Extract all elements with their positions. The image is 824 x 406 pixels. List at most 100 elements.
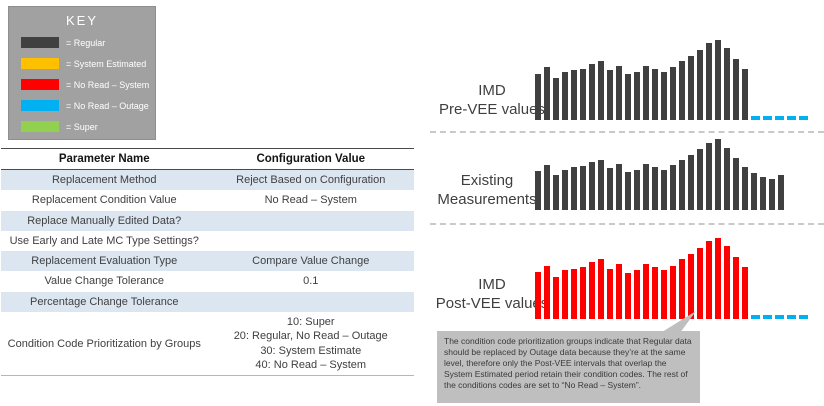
configuration-value-cell: 0.1 — [303, 275, 319, 288]
bar — [733, 257, 739, 319]
bar — [778, 174, 784, 210]
legend-item: = No Read – Outage — [21, 95, 155, 116]
bar — [670, 265, 676, 319]
table-row: Replacement Condition Value No Read – Sy… — [1, 190, 414, 210]
bar — [544, 265, 550, 319]
callout-text: The condition code prioritization groups… — [444, 336, 692, 391]
bar — [598, 60, 604, 120]
table-row: Replacement Method Reject Based on Confi… — [1, 169, 414, 191]
bar — [616, 163, 622, 210]
bar — [634, 270, 640, 319]
bar — [697, 148, 703, 210]
bar — [589, 262, 595, 319]
bar — [580, 68, 586, 120]
bar — [688, 154, 694, 210]
bar — [535, 272, 541, 319]
outage-dash — [763, 315, 772, 319]
bar — [607, 168, 613, 210]
no-read-system-swatch — [21, 79, 59, 90]
bar — [706, 43, 712, 120]
bar — [625, 272, 631, 319]
bar — [724, 48, 730, 120]
legend-item: = No Read – System — [21, 74, 155, 95]
configuration-value-cell — [208, 231, 415, 251]
configuration-value-cell: Reject Based on Configuration — [236, 174, 386, 186]
parameter-name-cell: Replacement Evaluation Type — [31, 255, 178, 268]
bar — [733, 59, 739, 120]
bar — [661, 169, 667, 210]
parameter-name-cell: Replacement Method — [51, 174, 157, 186]
parameter-table: Parameter Name Configuration Value Repla… — [1, 148, 415, 377]
bar — [733, 158, 739, 210]
table-row: Value Change Tolerance 0.1 — [1, 271, 414, 291]
bar — [544, 165, 550, 210]
bar — [679, 159, 685, 210]
bar — [751, 173, 757, 210]
bar — [715, 139, 721, 210]
outage-dash — [787, 315, 796, 319]
system-estimated-swatch — [21, 58, 59, 69]
legend-item-label: = Regular — [66, 37, 106, 48]
column-header-configuration-value: Configuration Value — [207, 148, 414, 170]
regular-swatch — [21, 37, 59, 48]
outage-dash — [751, 116, 760, 120]
legend-item: = Super — [21, 116, 155, 137]
bar — [724, 246, 730, 319]
legend-item-label: = No Read – Outage — [66, 100, 149, 111]
pre-vee-bar-chart — [535, 40, 817, 120]
bar — [715, 238, 721, 319]
legend-item: = Regular — [21, 32, 155, 53]
outage-dash — [787, 116, 796, 120]
configuration-value-cell: 10: Super 20: Regular, No Read – Outage … — [233, 316, 388, 371]
bar — [616, 65, 622, 120]
parameter-name-cell: Condition Code Prioritization by Groups — [7, 337, 201, 350]
bar — [562, 72, 568, 120]
parameter-name-cell: Use Early and Late MC Type Settings? — [9, 234, 199, 247]
bar — [697, 247, 703, 319]
bar — [580, 267, 586, 319]
bar — [562, 169, 568, 210]
super-swatch — [21, 121, 59, 132]
bar — [670, 67, 676, 120]
legend-title: KEY — [65, 13, 98, 28]
bar — [616, 263, 622, 319]
table-row: Replace Manually Edited Data? — [1, 210, 415, 231]
outage-dash — [775, 116, 784, 120]
legend-item-label: = System Estimated — [66, 58, 147, 69]
bar — [643, 263, 649, 319]
bar — [697, 49, 703, 120]
pre-vee-label: IMD Pre-VEE values — [439, 82, 545, 118]
bar — [634, 72, 640, 120]
outage-dash — [799, 315, 808, 319]
bar — [643, 65, 649, 120]
configuration-value-cell: No Read – System — [264, 194, 357, 207]
configuration-value-cell — [208, 211, 415, 231]
bar — [724, 147, 730, 210]
bar — [706, 241, 712, 319]
post-vee-bar-chart — [535, 238, 817, 319]
bar — [607, 70, 613, 120]
existing-measurements-bar-chart — [535, 139, 817, 210]
bar — [715, 40, 721, 120]
bar — [688, 254, 694, 319]
outage-dash — [799, 116, 808, 120]
bar — [571, 70, 577, 120]
parameter-name-cell: Percentage Change Tolerance — [30, 295, 179, 308]
bar — [652, 267, 658, 319]
bar — [589, 64, 595, 120]
no-read-outage-swatch — [21, 100, 59, 111]
bar — [742, 68, 748, 120]
bar — [535, 73, 541, 120]
bar — [598, 159, 604, 210]
annotation-callout: The condition code prioritization groups… — [437, 311, 700, 403]
parameter-name-cell: Value Change Tolerance — [44, 275, 164, 288]
bar — [553, 174, 559, 210]
bar — [607, 268, 613, 319]
table-row: Use Early and Late MC Type Settings? — [1, 231, 414, 251]
bar — [625, 171, 631, 210]
bar — [598, 259, 604, 319]
bar — [580, 165, 586, 210]
bar — [742, 267, 748, 319]
existing-measurements-label: Existing Measurements — [437, 172, 537, 208]
